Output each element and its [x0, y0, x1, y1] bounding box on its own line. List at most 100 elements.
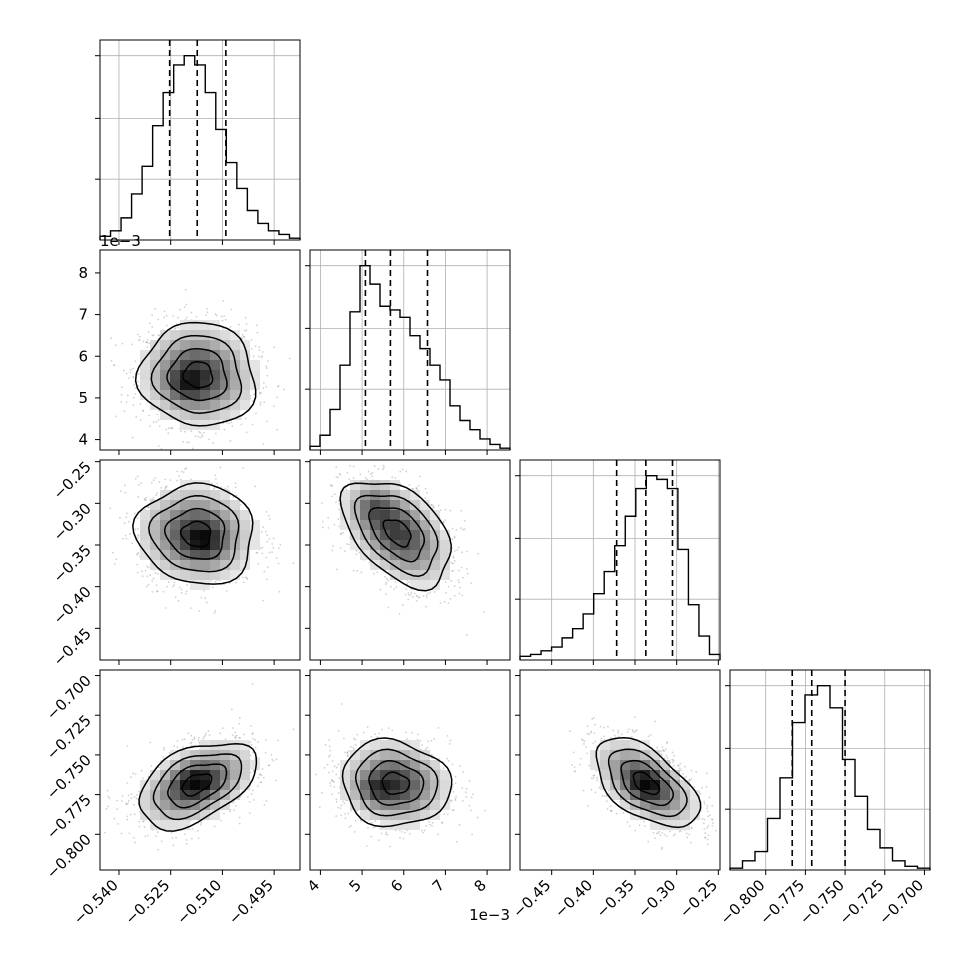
density-cell	[190, 530, 200, 540]
density-cell	[140, 540, 150, 550]
scatter-point	[160, 448, 163, 450]
scatter-point	[113, 364, 116, 366]
scatter-point	[134, 386, 137, 389]
scatter-point	[292, 562, 295, 565]
scatter-point	[245, 323, 248, 325]
scatter-point	[330, 485, 333, 488]
scatter-point	[366, 478, 368, 481]
density-cell	[350, 530, 360, 540]
scatter-point	[266, 534, 268, 537]
scatter-point	[453, 535, 456, 538]
scatter-point	[163, 310, 166, 313]
scatter-point	[260, 356, 263, 359]
scatter-point	[477, 552, 480, 555]
scatter-point	[331, 495, 333, 498]
scatter-point	[452, 555, 455, 558]
contour-line	[132, 482, 254, 585]
scatter-point	[383, 466, 385, 469]
density-cell	[390, 490, 400, 500]
scatter-point	[461, 594, 464, 597]
panel-frame	[309, 249, 511, 451]
density-cell	[400, 490, 410, 500]
density-cell	[200, 370, 210, 380]
scatter-point	[167, 427, 170, 430]
scatter-point	[88, 365, 90, 367]
density-cell	[160, 400, 170, 410]
density-cell	[190, 320, 200, 330]
scatter-point	[157, 445, 160, 447]
scatter-point	[424, 497, 427, 500]
density-cell	[190, 520, 200, 530]
scatter-point	[113, 364, 115, 367]
density-cell	[200, 510, 210, 520]
scatter-point	[165, 486, 167, 489]
density-cell	[200, 580, 210, 590]
scatter-point	[137, 535, 139, 537]
density-cell	[180, 330, 190, 340]
scatter-point	[228, 422, 231, 425]
density-cell	[150, 390, 160, 400]
scatter-point	[146, 339, 149, 341]
scatter-point	[177, 326, 180, 329]
scatter-point	[263, 401, 266, 404]
density-cell	[240, 360, 250, 370]
scatter-point	[411, 487, 414, 490]
scatter-point	[113, 563, 116, 565]
scatter-point	[384, 583, 387, 586]
scatter-point	[143, 498, 146, 500]
scatter-point	[166, 585, 168, 588]
density-cell	[220, 520, 230, 530]
density-cell	[380, 530, 390, 540]
scatter-point	[142, 409, 144, 412]
density-cell	[370, 490, 380, 500]
density-cell	[210, 520, 220, 530]
density-cell	[350, 510, 360, 520]
scatter-point	[123, 410, 126, 413]
scatter-point	[250, 339, 253, 341]
scatter-point	[265, 556, 268, 559]
scatter-point	[460, 527, 462, 530]
scatter-point	[272, 405, 275, 407]
scatter-point	[148, 506, 150, 509]
scatter-point	[184, 450, 186, 452]
density-cell	[190, 350, 200, 360]
density-cell	[140, 350, 150, 360]
scatter-point	[278, 547, 280, 550]
scatter-point	[114, 344, 117, 347]
scatter-point	[151, 590, 154, 593]
scatter-point	[171, 585, 174, 588]
scatter-point	[185, 590, 188, 593]
scatter-point	[147, 506, 150, 509]
density-cell	[370, 560, 380, 570]
scatter-point	[408, 581, 410, 583]
scatter-point	[271, 542, 274, 545]
scatter-point	[341, 531, 344, 534]
scatter-point	[224, 487, 227, 490]
scatter-point	[278, 590, 281, 593]
scatter-point	[348, 478, 351, 481]
scatter-point	[382, 468, 384, 471]
density-cell	[170, 490, 180, 500]
density-cell	[210, 540, 220, 550]
scatter-point	[275, 557, 278, 559]
pair-panel-1-0	[88, 249, 301, 455]
scatter-point	[185, 316, 188, 319]
scatter-point	[136, 517, 139, 520]
scatter-point	[128, 377, 130, 380]
scatter-point	[457, 546, 460, 549]
density-cell	[150, 530, 160, 540]
scatter-point	[141, 570, 143, 573]
scatter-point	[453, 550, 456, 552]
scatter-point	[167, 432, 170, 435]
density-cell	[250, 530, 260, 540]
scatter-point	[163, 316, 166, 319]
scatter-point	[148, 322, 151, 325]
density-cell	[390, 530, 400, 540]
scatter-point	[426, 491, 428, 494]
density-cell	[180, 380, 190, 390]
density-cell	[160, 490, 170, 500]
scatter-point	[226, 422, 228, 424]
contour-line	[179, 520, 212, 548]
scatter-point	[411, 595, 414, 598]
scatter-point	[129, 371, 132, 374]
